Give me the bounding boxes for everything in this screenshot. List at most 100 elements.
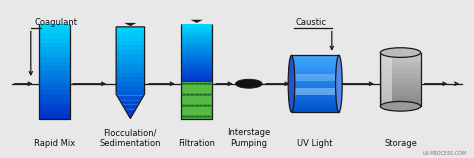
Circle shape bbox=[191, 94, 194, 95]
Bar bbox=[39, 62, 70, 66]
Polygon shape bbox=[119, 100, 141, 105]
Polygon shape bbox=[117, 96, 144, 100]
Bar bbox=[181, 47, 212, 50]
Polygon shape bbox=[116, 77, 145, 82]
Polygon shape bbox=[116, 45, 145, 50]
Bar bbox=[292, 104, 339, 106]
Polygon shape bbox=[116, 41, 145, 45]
Text: Rapid Mix: Rapid Mix bbox=[34, 139, 75, 148]
Bar bbox=[181, 79, 212, 82]
Circle shape bbox=[191, 83, 194, 84]
Bar bbox=[292, 106, 339, 109]
Circle shape bbox=[236, 79, 262, 88]
Polygon shape bbox=[116, 54, 145, 59]
Ellipse shape bbox=[380, 48, 420, 57]
Polygon shape bbox=[124, 23, 137, 26]
Bar bbox=[39, 38, 70, 43]
Bar bbox=[292, 101, 339, 104]
Circle shape bbox=[191, 105, 194, 106]
Bar bbox=[292, 55, 339, 58]
Bar bbox=[39, 114, 70, 118]
Polygon shape bbox=[116, 68, 145, 73]
Bar bbox=[39, 57, 70, 62]
Bar bbox=[39, 104, 70, 109]
Polygon shape bbox=[116, 91, 145, 96]
Bar bbox=[292, 64, 339, 67]
Bar bbox=[380, 92, 420, 96]
Bar bbox=[181, 30, 212, 33]
Circle shape bbox=[208, 83, 211, 84]
Bar bbox=[292, 75, 339, 78]
Bar bbox=[380, 88, 420, 92]
Circle shape bbox=[195, 83, 198, 84]
Text: Filtration: Filtration bbox=[178, 139, 215, 148]
Bar bbox=[181, 74, 212, 77]
Bar bbox=[292, 89, 339, 92]
Bar bbox=[292, 81, 339, 84]
Circle shape bbox=[182, 83, 186, 84]
Circle shape bbox=[195, 105, 198, 106]
Text: Interstage
Pumping: Interstage Pumping bbox=[227, 128, 271, 148]
Bar bbox=[292, 84, 339, 87]
Bar bbox=[380, 85, 420, 88]
Bar bbox=[181, 65, 212, 68]
Bar bbox=[181, 53, 212, 56]
Circle shape bbox=[182, 105, 186, 106]
Polygon shape bbox=[116, 86, 145, 91]
Bar bbox=[39, 43, 70, 47]
Bar bbox=[181, 27, 212, 30]
Bar bbox=[39, 95, 70, 100]
Bar bbox=[295, 88, 335, 95]
Bar bbox=[181, 33, 212, 35]
Circle shape bbox=[203, 94, 207, 95]
Bar bbox=[380, 67, 420, 70]
Circle shape bbox=[208, 116, 211, 117]
Bar bbox=[181, 50, 212, 53]
Circle shape bbox=[203, 105, 207, 106]
Polygon shape bbox=[116, 31, 145, 36]
Bar bbox=[39, 109, 70, 114]
Polygon shape bbox=[128, 114, 133, 118]
Polygon shape bbox=[122, 105, 138, 109]
Polygon shape bbox=[116, 27, 145, 31]
Bar bbox=[380, 63, 420, 67]
Circle shape bbox=[191, 116, 194, 117]
Bar bbox=[292, 58, 339, 61]
Bar bbox=[181, 44, 212, 47]
Bar bbox=[39, 76, 70, 81]
Bar bbox=[39, 100, 70, 104]
Ellipse shape bbox=[336, 55, 342, 112]
Polygon shape bbox=[116, 73, 145, 77]
Bar bbox=[380, 96, 420, 99]
Circle shape bbox=[182, 94, 186, 95]
Bar bbox=[380, 56, 420, 60]
Text: Coagulant: Coagulant bbox=[34, 18, 77, 27]
Bar bbox=[292, 70, 339, 72]
Bar bbox=[380, 81, 420, 85]
Polygon shape bbox=[191, 20, 203, 23]
Text: UV-PROCESS.COM: UV-PROCESS.COM bbox=[423, 151, 467, 156]
Bar bbox=[380, 74, 420, 78]
Bar bbox=[292, 61, 339, 64]
Circle shape bbox=[195, 94, 198, 95]
Polygon shape bbox=[116, 82, 145, 86]
Circle shape bbox=[208, 94, 211, 95]
Bar bbox=[380, 99, 420, 103]
Polygon shape bbox=[125, 109, 136, 114]
Bar bbox=[39, 81, 70, 85]
Bar bbox=[39, 28, 70, 33]
Bar bbox=[181, 71, 212, 74]
Bar bbox=[181, 77, 212, 79]
Bar bbox=[292, 92, 339, 95]
Circle shape bbox=[208, 105, 211, 106]
Bar bbox=[292, 87, 339, 89]
Circle shape bbox=[187, 105, 190, 106]
Circle shape bbox=[199, 105, 202, 106]
Bar bbox=[181, 24, 212, 27]
Bar bbox=[292, 109, 339, 112]
Circle shape bbox=[195, 116, 198, 117]
Bar bbox=[181, 68, 212, 71]
Bar bbox=[295, 74, 335, 81]
Circle shape bbox=[199, 94, 202, 95]
Bar bbox=[292, 72, 339, 75]
